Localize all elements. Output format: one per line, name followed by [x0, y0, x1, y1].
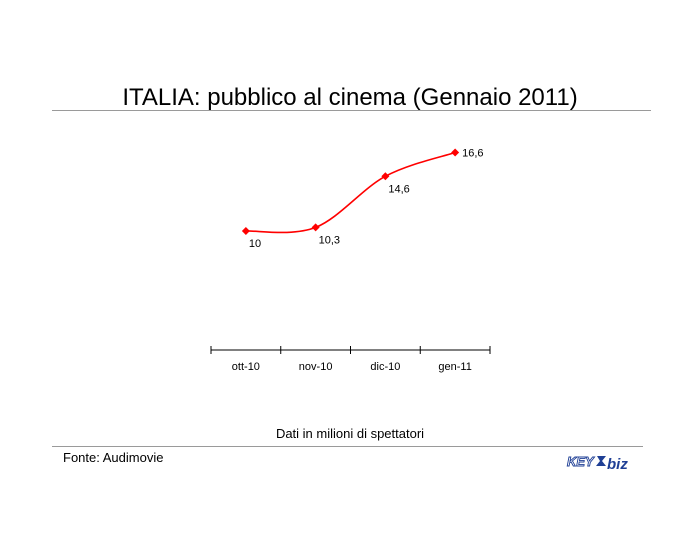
- x-tick-label: dic-10: [370, 361, 400, 373]
- keybiz-logo: KEY biz: [567, 454, 629, 472]
- x-tick-label: nov-10: [299, 361, 333, 373]
- footer-divider: [52, 446, 643, 447]
- data-label: 14,6: [388, 183, 409, 195]
- data-point-marker: [241, 227, 250, 235]
- page-title: ITALIA: pubblico al cinema (Gennaio 2011…: [122, 84, 578, 111]
- x-axis-tick-labels: ott-10 nov-10 dic-10 gen-11: [232, 361, 472, 373]
- data-label: 10: [249, 238, 261, 250]
- title-divider: [52, 110, 651, 111]
- logo-text-left: KEY: [567, 454, 595, 469]
- data-point-marker: [381, 172, 390, 181]
- data-label: 10,3: [319, 234, 340, 246]
- source-text: Fonte: Audimovie: [63, 450, 164, 465]
- logo-text-right: biz: [607, 456, 628, 472]
- data-point-marker: [451, 148, 460, 157]
- data-labels: 10 10,3 14,6 16,6: [249, 147, 484, 250]
- units-note: Dati in milioni di spettatori: [275, 426, 425, 441]
- x-axis-ticks: [210, 346, 491, 354]
- series-line: [245, 151, 456, 234]
- x-tick-label: ott-10: [232, 361, 260, 373]
- x-tick-label: gen-11: [438, 361, 471, 373]
- logo-arrow-icon: [596, 456, 606, 466]
- data-point-marker: [311, 223, 320, 232]
- series-markers: [241, 148, 460, 235]
- data-label: 16,6: [462, 147, 483, 159]
